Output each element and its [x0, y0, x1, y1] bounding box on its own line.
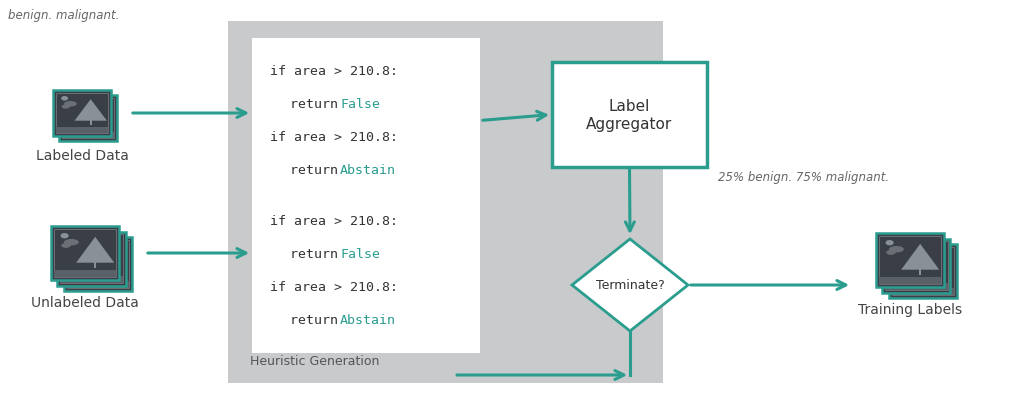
Bar: [67, 240, 129, 288]
Bar: [932, 280, 934, 286]
Bar: [94, 262, 96, 269]
Polygon shape: [572, 239, 688, 331]
Text: Labeled Data: Labeled Data: [36, 149, 128, 162]
Bar: [51, 226, 119, 280]
Bar: [95, 126, 98, 131]
Text: if area > 210.8:: if area > 210.8:: [270, 65, 398, 78]
Bar: [252, 39, 480, 203]
Bar: [100, 268, 102, 274]
Bar: [552, 63, 707, 168]
Ellipse shape: [71, 245, 85, 252]
Ellipse shape: [63, 239, 79, 246]
Bar: [54, 229, 116, 277]
Ellipse shape: [889, 246, 904, 253]
Bar: [59, 96, 117, 142]
Bar: [876, 233, 944, 287]
Ellipse shape: [902, 257, 916, 264]
Ellipse shape: [68, 102, 74, 107]
Bar: [892, 288, 954, 296]
Bar: [886, 283, 947, 290]
Text: False: False: [340, 248, 380, 261]
Bar: [55, 128, 109, 134]
Bar: [89, 120, 92, 126]
Bar: [919, 269, 922, 275]
Polygon shape: [89, 248, 127, 274]
Text: Terminate?: Terminate?: [596, 279, 665, 292]
Bar: [61, 133, 115, 139]
Ellipse shape: [886, 241, 894, 246]
Bar: [53, 91, 111, 136]
Text: benign. malignant.: benign. malignant.: [8, 9, 120, 22]
Ellipse shape: [74, 244, 82, 250]
Ellipse shape: [65, 102, 77, 107]
Ellipse shape: [899, 261, 908, 266]
Bar: [57, 232, 126, 286]
Text: return: return: [290, 313, 346, 326]
Polygon shape: [83, 243, 121, 269]
Text: Label
Aggregator: Label Aggregator: [587, 99, 673, 131]
Text: if area > 210.8:: if area > 210.8:: [270, 281, 398, 294]
Text: if area > 210.8:: if area > 210.8:: [270, 131, 398, 144]
Bar: [879, 277, 941, 284]
Ellipse shape: [898, 252, 906, 257]
Ellipse shape: [895, 252, 910, 258]
Text: return: return: [290, 248, 346, 261]
Text: if area > 210.8:: if area > 210.8:: [270, 215, 398, 228]
Text: 25% benign. 75% malignant.: 25% benign. 75% malignant.: [718, 171, 889, 183]
Bar: [61, 98, 115, 139]
Text: return: return: [290, 98, 346, 111]
Ellipse shape: [886, 250, 896, 255]
Ellipse shape: [60, 233, 69, 239]
Ellipse shape: [70, 107, 83, 112]
Bar: [55, 94, 109, 134]
Ellipse shape: [74, 254, 84, 259]
Polygon shape: [75, 100, 106, 122]
Ellipse shape: [61, 97, 68, 101]
Bar: [54, 271, 116, 277]
Polygon shape: [901, 244, 939, 270]
Text: Heuristic Generation: Heuristic Generation: [250, 354, 379, 367]
Ellipse shape: [892, 246, 900, 251]
Bar: [879, 236, 941, 284]
Text: Abstain: Abstain: [340, 164, 396, 177]
Polygon shape: [76, 237, 115, 263]
Bar: [926, 275, 928, 281]
Bar: [889, 244, 957, 298]
Bar: [886, 242, 947, 290]
Text: return: return: [290, 164, 346, 177]
Ellipse shape: [77, 250, 92, 257]
Bar: [63, 237, 132, 291]
Bar: [883, 239, 950, 293]
Ellipse shape: [67, 239, 75, 244]
Text: False: False: [340, 98, 380, 111]
Polygon shape: [907, 250, 946, 275]
Bar: [228, 22, 663, 383]
Ellipse shape: [61, 105, 70, 109]
Polygon shape: [81, 105, 113, 126]
Bar: [892, 247, 954, 296]
Bar: [106, 273, 110, 279]
Text: Training Labels: Training Labels: [858, 302, 963, 316]
Ellipse shape: [61, 243, 71, 248]
Polygon shape: [914, 255, 952, 281]
Text: Unlabeled Data: Unlabeled Data: [31, 295, 139, 309]
Ellipse shape: [68, 249, 77, 254]
Ellipse shape: [68, 110, 76, 114]
Ellipse shape: [893, 256, 902, 261]
Text: Abstain: Abstain: [340, 313, 396, 326]
Bar: [252, 189, 480, 353]
Bar: [67, 281, 129, 288]
Bar: [60, 276, 123, 283]
Bar: [60, 235, 123, 283]
